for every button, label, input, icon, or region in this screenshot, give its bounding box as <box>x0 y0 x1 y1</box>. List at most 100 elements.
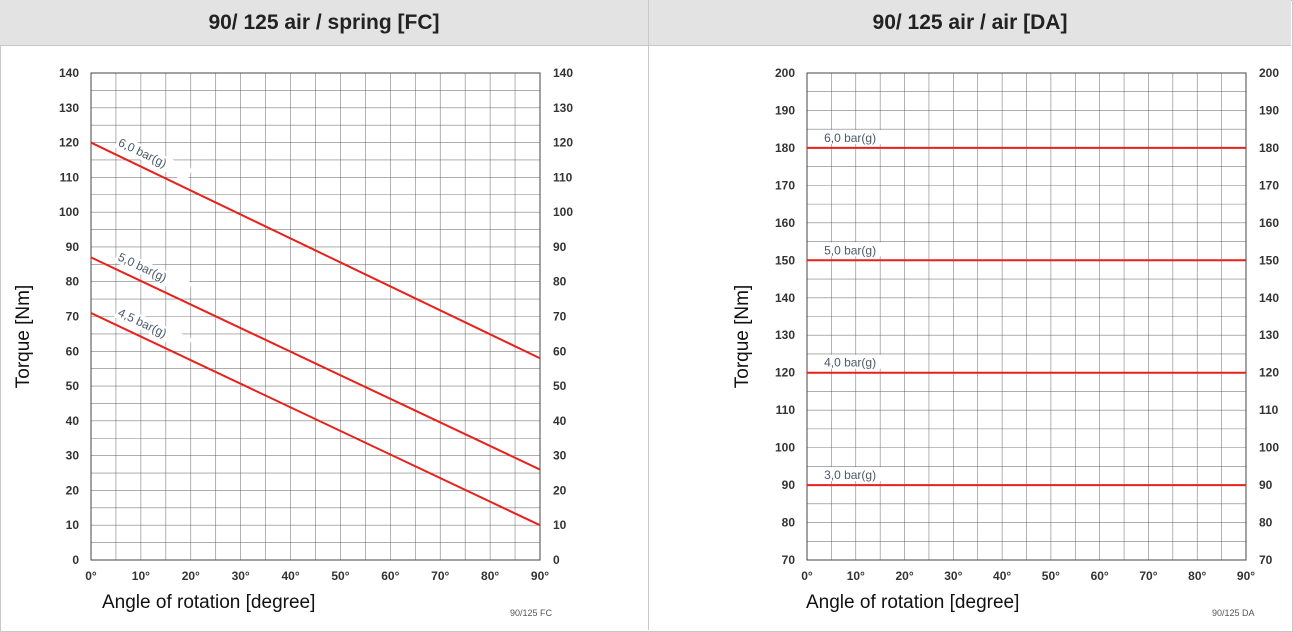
y-tick-label: 140 <box>775 291 795 305</box>
x-tick-label: 90° <box>1237 569 1255 583</box>
right-panel-title: 90/ 125 air / air [DA] <box>649 0 1291 46</box>
series-label: 5,0 bar(g) <box>116 250 169 285</box>
x-tick-label: 60° <box>1091 569 1109 583</box>
y-tick-label: 170 <box>775 178 795 192</box>
y-tick-label-right: 200 <box>1259 66 1279 80</box>
y-tick-label: 10 <box>66 518 80 532</box>
y-tick-label: 70 <box>66 310 80 324</box>
y-tick-label: 40 <box>66 414 80 428</box>
x-tick-label: 80° <box>1188 569 1206 583</box>
series-label: 3,0 bar(g) <box>824 468 876 482</box>
y-tick-label: 150 <box>775 253 795 267</box>
y-tick-label: 60 <box>66 344 80 358</box>
y-tick-label: 80 <box>66 275 80 289</box>
series-label-bg <box>822 467 899 482</box>
y-tick-label-right: 130 <box>1259 328 1279 342</box>
x-tick-label: 40° <box>281 569 299 583</box>
y-tick-label: 100 <box>59 205 79 219</box>
y-tick-label: 110 <box>60 170 80 184</box>
y-tick-label: 120 <box>59 136 79 150</box>
x-tick-label: 70° <box>1139 569 1157 583</box>
y-tick-label-right: 120 <box>1259 366 1279 380</box>
y-tick-label: 130 <box>59 101 79 115</box>
y-tick-label-right: 120 <box>553 136 573 150</box>
y-tick-label-right: 160 <box>1259 216 1279 230</box>
series-label: 5,0 bar(g) <box>824 243 876 257</box>
left-chart-code: 90/125 FC <box>510 608 553 618</box>
plot-frame <box>90 72 541 561</box>
y-tick-label: 200 <box>775 66 795 80</box>
series-label-bg <box>114 304 193 352</box>
y-tick-label: 180 <box>775 141 795 155</box>
plot-frame <box>806 72 1247 561</box>
series-label: 6,0 bar(g) <box>824 131 876 145</box>
series-label-bg <box>114 248 193 296</box>
y-tick-label-right: 90 <box>1259 478 1273 492</box>
series-label-bg <box>822 129 899 144</box>
y-tick-label: 80 <box>782 516 796 530</box>
y-axis-title: Torque [Nm] <box>732 285 753 388</box>
left-panel-title: 90/ 125 air / spring [FC] <box>0 0 649 46</box>
y-tick-label-right: 20 <box>553 483 567 497</box>
y-axis-title: Torque [Nm] <box>13 285 34 388</box>
y-tick-label-right: 70 <box>553 310 567 324</box>
x-tick-label: 60° <box>381 569 399 583</box>
y-tick-label-right: 100 <box>553 205 573 219</box>
x-tick-label: 90° <box>531 569 549 583</box>
x-tick-label: 70° <box>431 569 449 583</box>
da-torque-chart: 70 70 80 80 90 90 100 100 110 110 120 120 130 130 140 1… <box>732 66 1279 613</box>
series-label-bg <box>822 242 899 257</box>
y-tick-label-right: 60 <box>553 344 567 358</box>
y-tick-label-right: 0 <box>553 553 560 567</box>
y-tick-label: 90 <box>66 240 80 254</box>
series-line <box>90 256 541 471</box>
y-tick-label: 110 <box>776 403 796 417</box>
y-tick-label-right: 150 <box>1259 253 1279 267</box>
y-tick-label-right: 40 <box>553 414 567 428</box>
series-line <box>90 312 541 527</box>
x-axis-title: Angle of rotation [degree] <box>102 592 315 613</box>
series-label: 4,0 bar(g) <box>824 356 876 370</box>
y-tick-label: 20 <box>66 483 80 497</box>
y-tick-label-right: 70 <box>1259 553 1273 567</box>
y-tick-label: 50 <box>66 379 80 393</box>
y-tick-label-right: 80 <box>553 275 567 289</box>
y-tick-label: 140 <box>59 66 79 80</box>
y-tick-label: 90 <box>782 478 796 492</box>
y-tick-label-right: 180 <box>1259 141 1279 155</box>
y-tick-label-right: 190 <box>1259 103 1279 117</box>
panel-divider <box>648 0 649 630</box>
x-tick-label: 0° <box>801 569 813 583</box>
y-tick-label-right: 170 <box>1259 178 1279 192</box>
y-tick-label-right: 140 <box>553 66 573 80</box>
series-label-bg <box>822 354 899 369</box>
y-tick-label-right: 50 <box>553 379 567 393</box>
x-tick-label: 50° <box>331 569 349 583</box>
y-tick-label-right: 10 <box>553 518 567 532</box>
x-tick-label: 10° <box>847 569 865 583</box>
y-tick-label-right: 110 <box>553 170 573 184</box>
x-tick-label: 40° <box>993 569 1011 583</box>
series-label: 4,5 bar(g) <box>116 305 169 340</box>
fc-torque-chart: 0 0 10 10 20 20 30 30 40 40 50 50 60 60 70 70 80 80 90 90 10… <box>13 66 573 613</box>
right-chart-code: 90/125 DA <box>1212 608 1255 618</box>
y-tick-label-right: 30 <box>553 449 567 463</box>
y-tick-label: 0 <box>72 553 79 567</box>
x-tick-label: 10° <box>132 569 150 583</box>
series-line <box>90 141 541 360</box>
x-tick-label: 50° <box>1042 569 1060 583</box>
y-tick-label-right: 140 <box>1259 291 1279 305</box>
y-tick-label: 190 <box>775 103 795 117</box>
x-tick-label: 30° <box>944 569 962 583</box>
y-tick-label: 130 <box>775 328 795 342</box>
y-tick-label-right: 100 <box>1259 441 1279 455</box>
y-tick-label: 70 <box>782 553 796 567</box>
x-tick-label: 80° <box>481 569 499 583</box>
series-label: 6,0 bar(g) <box>116 135 169 170</box>
y-tick-label-right: 80 <box>1259 516 1273 530</box>
y-tick-label-right: 130 <box>553 101 573 115</box>
series-label-bg <box>114 134 193 182</box>
x-tick-label: 0° <box>85 569 97 583</box>
x-tick-label: 20° <box>895 569 913 583</box>
